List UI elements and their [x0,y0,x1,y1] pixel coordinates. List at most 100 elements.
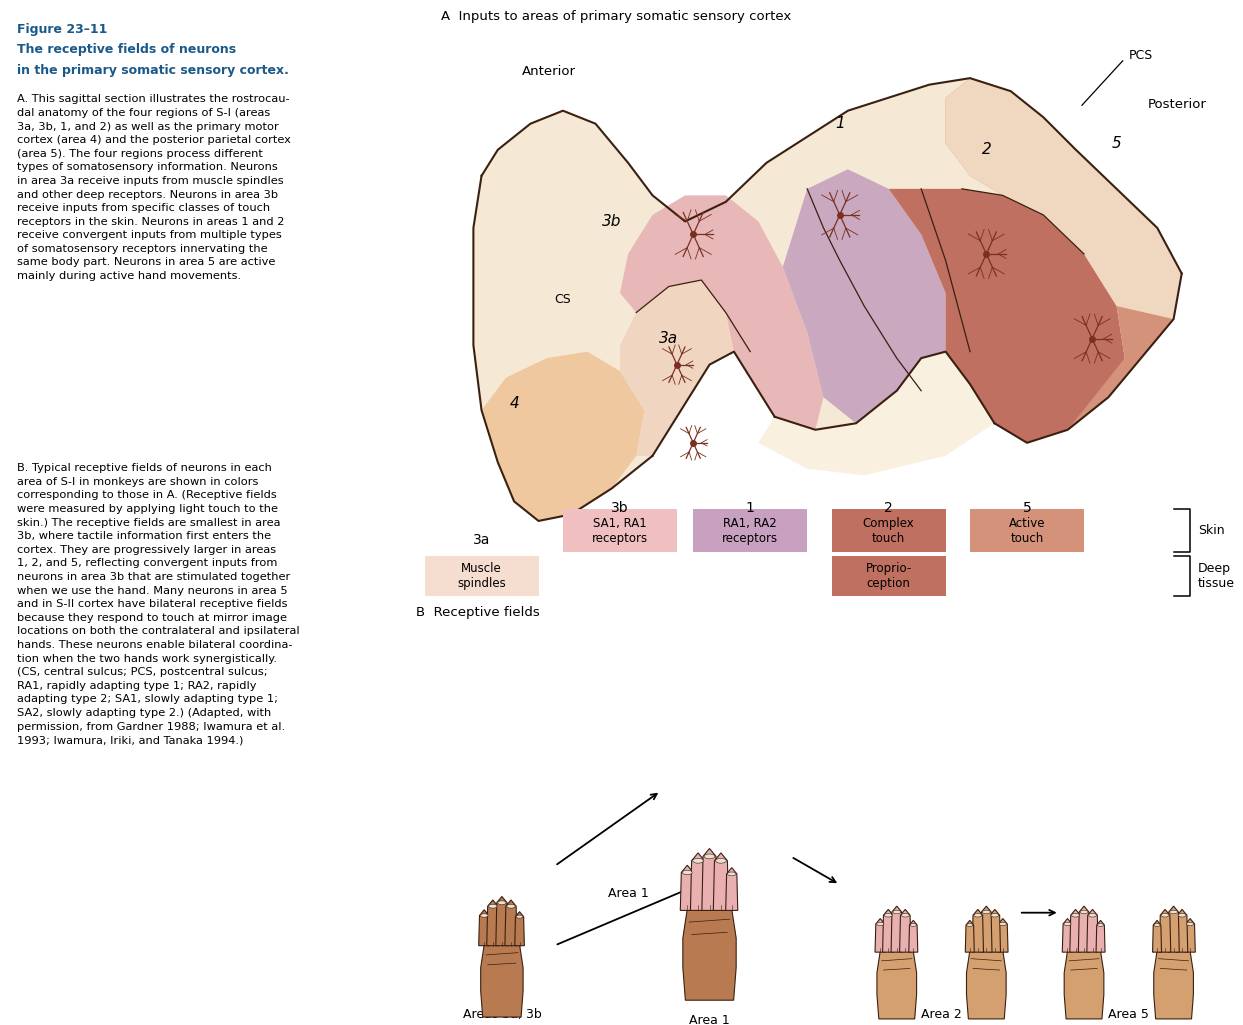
Text: Anterior: Anterior [522,66,577,78]
Ellipse shape [1178,913,1186,917]
Ellipse shape [1071,913,1079,917]
Polygon shape [967,941,1006,1019]
Text: Area 2: Area 2 [921,1009,962,1021]
Polygon shape [713,853,728,910]
Text: Proprio-
ception: Proprio- ception [865,562,912,590]
Ellipse shape [480,913,488,917]
Text: Figure 23–11: Figure 23–11 [16,23,107,36]
Ellipse shape [910,924,916,927]
Bar [970,509,1084,552]
Polygon shape [620,280,733,456]
Ellipse shape [1098,924,1104,927]
Text: 3a: 3a [659,331,679,346]
Polygon shape [1154,941,1193,1019]
Ellipse shape [876,922,884,926]
Polygon shape [1064,941,1104,1019]
Text: 2: 2 [884,501,892,516]
Polygon shape [891,906,902,952]
Ellipse shape [892,910,901,913]
Ellipse shape [497,901,506,905]
Text: RA1, RA2
receptors: RA1, RA2 receptors [722,517,778,544]
Text: CS: CS [554,293,572,306]
Text: Posterior: Posterior [1147,97,1206,111]
Bar [832,557,946,596]
Bar [832,509,946,552]
Ellipse shape [1064,922,1071,926]
Polygon shape [883,909,894,952]
Ellipse shape [488,904,497,908]
Text: Areas 3a, 3b: Areas 3a, 3b [462,1009,541,1021]
Polygon shape [989,909,1001,952]
Ellipse shape [967,924,973,927]
Ellipse shape [991,913,999,917]
Polygon shape [900,909,911,952]
Polygon shape [487,900,498,946]
Polygon shape [783,169,946,423]
Ellipse shape [999,922,1007,926]
Ellipse shape [1089,913,1096,917]
Text: 1: 1 [835,116,845,131]
Text: in the primary somatic sensory cortex.: in the primary somatic sensory cortex. [16,64,288,77]
Ellipse shape [682,870,692,874]
Ellipse shape [901,913,909,917]
Text: PCS: PCS [1129,49,1154,62]
Text: SA1, RA1
receptors: SA1, RA1 receptors [592,517,648,544]
Ellipse shape [692,858,704,863]
Polygon shape [481,352,644,521]
Text: 5: 5 [1111,135,1121,151]
Text: 3b: 3b [612,501,629,516]
Bar [694,509,807,552]
Text: Area 5: Area 5 [1109,1009,1150,1021]
Text: B  Receptive fields: B Receptive fields [416,606,541,619]
Polygon shape [505,900,517,946]
Ellipse shape [1187,922,1193,926]
Polygon shape [682,896,736,1000]
Polygon shape [515,911,525,946]
Text: A  Inputs to areas of primary somatic sensory cortex: A Inputs to areas of primary somatic sen… [441,10,791,23]
Ellipse shape [982,910,991,913]
Bar [563,509,677,552]
Polygon shape [972,909,983,952]
Polygon shape [758,352,994,476]
Polygon shape [702,849,717,910]
Polygon shape [876,941,916,1019]
Ellipse shape [516,915,523,918]
Text: Area 1: Area 1 [608,888,649,901]
Text: 3b: 3b [602,214,622,229]
Polygon shape [998,918,1008,952]
Text: 3a: 3a [472,533,490,547]
Text: B. Typical receptive fields of neurons in each
area of S-I in monkeys are shown : B. Typical receptive fields of neurons i… [16,463,300,745]
Text: A. This sagittal section illustrates the rostrocau-
dal anatomy of the four regi: A. This sagittal section illustrates the… [16,94,291,281]
Polygon shape [1096,920,1105,952]
Ellipse shape [973,913,982,917]
Ellipse shape [727,872,736,875]
Polygon shape [726,868,738,910]
Text: Area 1: Area 1 [689,1014,730,1025]
Polygon shape [875,918,885,952]
Text: 5: 5 [1023,501,1032,516]
Ellipse shape [705,854,715,859]
Polygon shape [946,78,1182,319]
Polygon shape [1168,906,1180,952]
Text: Active
touch: Active touch [1009,517,1045,544]
Polygon shape [1152,920,1161,952]
Polygon shape [479,910,490,946]
Polygon shape [966,920,975,952]
Text: Muscle
spindles: Muscle spindles [457,562,506,590]
Ellipse shape [884,913,892,917]
Polygon shape [474,78,1182,521]
Text: 2: 2 [982,142,991,157]
Polygon shape [946,78,1182,429]
Polygon shape [1185,918,1196,952]
Polygon shape [496,897,508,946]
Text: Skin: Skin [1198,524,1224,537]
Polygon shape [1086,909,1098,952]
Ellipse shape [1080,910,1088,913]
Ellipse shape [1161,913,1170,917]
Text: 4: 4 [510,397,520,411]
Polygon shape [1079,906,1090,952]
Text: Complex
touch: Complex touch [863,517,915,544]
Polygon shape [981,906,992,952]
Ellipse shape [716,858,726,863]
Polygon shape [1176,909,1188,952]
